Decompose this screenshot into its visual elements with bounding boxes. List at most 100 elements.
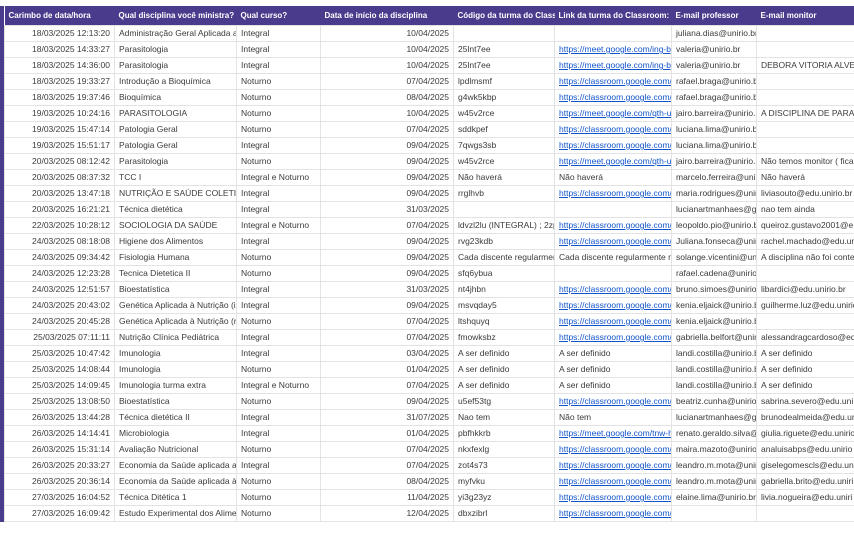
cell[interactable]: 09/04/2025	[320, 297, 454, 314]
cell[interactable]: kenia.eljaick@unirio.br	[671, 297, 757, 314]
cell[interactable]: Integral	[236, 409, 321, 426]
cell[interactable]: 07/04/2025	[320, 329, 454, 346]
cell[interactable]	[756, 41, 854, 58]
cell[interactable]: Integral	[236, 25, 321, 42]
cell[interactable]: maria.rodrigues@unirio.b	[671, 185, 757, 202]
cell[interactable]: 25/03/2025 14:09:45	[4, 377, 115, 394]
column-header[interactable]: Qual disciplina você ministra?	[114, 6, 237, 26]
cell[interactable]: Bioestatística	[114, 393, 237, 410]
cell[interactable]: zot4s73	[453, 457, 555, 474]
cell[interactable]: lpdlmsmf	[453, 73, 555, 90]
cell[interactable]	[756, 25, 854, 42]
cell[interactable]: landi.costilla@unirio.br	[671, 377, 757, 394]
cell[interactable]: ltshquyq	[453, 313, 555, 330]
cell[interactable]: https://classroom.google.com/c/N	[554, 137, 672, 154]
cell[interactable]: Integral	[236, 137, 321, 154]
cell[interactable]: A ser definido	[554, 345, 672, 362]
cell[interactable]: g4wk5kbp	[453, 89, 555, 106]
cell[interactable]: gabriella.brito@edu.uniri	[756, 473, 854, 490]
cell[interactable]: Patologia Geral	[114, 137, 237, 154]
cell[interactable]: 25lnt7ee	[453, 57, 555, 74]
cell[interactable]: 26/03/2025 20:36:14	[4, 473, 115, 490]
cell[interactable]: 01/04/2025	[320, 425, 454, 442]
cell[interactable]: Não haverá	[453, 169, 555, 186]
cell[interactable]: 20/03/2025 16:21:21	[4, 201, 115, 218]
column-header[interactable]: E-mail professor	[671, 6, 757, 26]
cell[interactable]: A ser definido	[756, 361, 854, 378]
cell[interactable]: Integral	[236, 233, 321, 250]
cell[interactable]: 10/04/2025	[320, 57, 454, 74]
cell[interactable]: 08/04/2025	[320, 473, 454, 490]
cell[interactable]: Noturno	[236, 105, 321, 122]
cell[interactable]: 20/03/2025 08:37:32	[4, 169, 115, 186]
cell[interactable]: Avaliação Nutricional	[114, 441, 237, 458]
cell[interactable]	[756, 121, 854, 138]
classroom-link[interactable]: https://classroom.google.com/c/N	[559, 492, 671, 502]
cell[interactable]: 07/04/2025	[320, 73, 454, 90]
cell[interactable]: A DISCIPLINA DE PARAS	[756, 105, 854, 122]
classroom-link[interactable]: https://classroom.google.com/c/N	[559, 220, 671, 230]
cell[interactable]: https://classroom.google.com/c/N	[554, 89, 672, 106]
cell[interactable]: 18/03/2025 12:13:20	[4, 25, 115, 42]
column-header[interactable]: Carimbo de data/hora	[4, 6, 115, 26]
classroom-link[interactable]: https://classroom.google.com/c/N	[559, 476, 671, 486]
cell[interactable]: Juliana.fonseca@unirio.l	[671, 233, 757, 250]
cell[interactable]: 01/04/2025	[320, 361, 454, 378]
cell[interactable]: 07/04/2025	[320, 441, 454, 458]
cell[interactable]: leandro.m.mota@unirio.l	[671, 457, 757, 474]
cell[interactable]: 09/04/2025	[320, 153, 454, 170]
classroom-link[interactable]: https://classroom.google.com/u/4/	[559, 444, 671, 454]
cell[interactable]: 25/03/2025 07:11:11	[4, 329, 115, 346]
cell[interactable]: Bioquímica	[114, 89, 237, 106]
cell[interactable]: nt4jhbn	[453, 281, 555, 298]
cell[interactable]: TCC I	[114, 169, 237, 186]
cell[interactable]: Não temos monitor ( fica	[756, 153, 854, 170]
cell[interactable]: 07/04/2025	[320, 377, 454, 394]
cell[interactable]: SOCIOLOGIA DA SAÚDE	[114, 217, 237, 234]
cell[interactable]: https://classroom.google.com/c/N	[554, 457, 672, 474]
cell[interactable]: Noturno	[236, 89, 321, 106]
cell[interactable]: u5ef53tg	[453, 393, 555, 410]
cell[interactable]: https://classroom.google.com/c/N	[554, 473, 672, 490]
cell[interactable]: Imunologia turma extra	[114, 377, 237, 394]
cell[interactable]: PARASITOLOGIA	[114, 105, 237, 122]
cell[interactable]: https://classroom.google.com/c/N	[554, 313, 672, 330]
cell[interactable]: Parasitologia	[114, 153, 237, 170]
cell[interactable]	[554, 265, 672, 282]
classroom-link[interactable]: https://meet.google.com/qth-uqun	[559, 156, 672, 166]
cell[interactable]: DEBORA VITORIA ALVES	[756, 57, 854, 74]
cell[interactable]: 25lnt7ee	[453, 41, 555, 58]
cell[interactable]: 10/04/2025	[320, 41, 454, 58]
cell[interactable]: Nao tem	[453, 409, 555, 426]
cell[interactable]: 31/07/2025	[320, 409, 454, 426]
cell[interactable]	[756, 73, 854, 90]
cell[interactable]: 09/04/2025	[320, 233, 454, 250]
cell[interactable]: Integral	[236, 57, 321, 74]
cell[interactable]: Integral	[236, 201, 321, 218]
cell[interactable]: 25/03/2025 14:08:44	[4, 361, 115, 378]
cell[interactable]: gabriella.belfort@unirio.t	[671, 329, 757, 346]
cell[interactable]: Administração Geral Aplicada a Nutr	[114, 25, 237, 42]
cell[interactable]: Integral e Noturno	[236, 377, 321, 394]
cell[interactable]: 26/03/2025 14:14:41	[4, 425, 115, 442]
cell[interactable]: https://meet.google.com/qth-uqun	[554, 153, 672, 170]
cell[interactable]: 18/03/2025 19:33:27	[4, 73, 115, 90]
cell[interactable]: Microbiologia	[114, 425, 237, 442]
cell[interactable]: rvg23kdb	[453, 233, 555, 250]
cell[interactable]: 18/03/2025 14:36:00	[4, 57, 115, 74]
cell[interactable]	[756, 137, 854, 154]
cell[interactable]: Integral e Noturno	[236, 217, 321, 234]
cell[interactable]: A ser definido	[554, 377, 672, 394]
cell[interactable]: rachel.machado@edu.un	[756, 233, 854, 250]
cell[interactable]: nkxfexlg	[453, 441, 555, 458]
cell[interactable]: 10/04/2025	[320, 105, 454, 122]
cell[interactable]: juliana.dias@unirio.br	[671, 25, 757, 42]
classroom-link[interactable]: https://classroom.google.com/c/N	[559, 284, 671, 294]
cell[interactable]: jairo.barreira@unirio.br	[671, 153, 757, 170]
cell[interactable]: Parasitologia	[114, 57, 237, 74]
cell[interactable]: 24/03/2025 20:43:02	[4, 297, 115, 314]
cell[interactable]: A ser definido	[554, 361, 672, 378]
cell[interactable]: Parasitologia	[114, 41, 237, 58]
cell[interactable]: Higiene dos Alimentos	[114, 233, 237, 250]
cell[interactable]: dbxzibrl	[453, 505, 555, 522]
